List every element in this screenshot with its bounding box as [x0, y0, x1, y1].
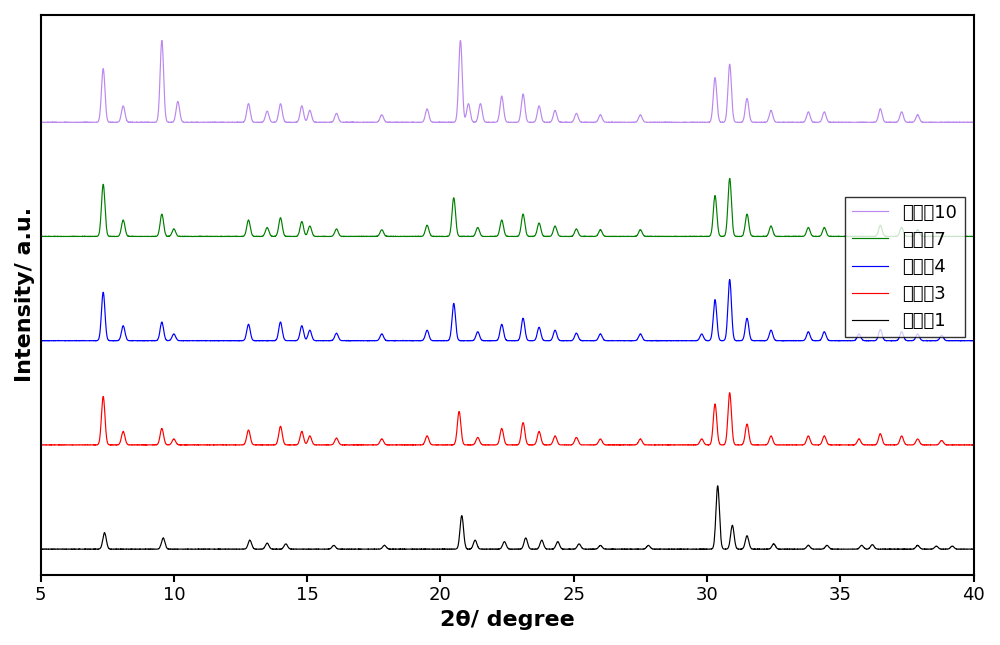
- 实施例1: [968, 545, 980, 553]
- 实施例3: [776, 441, 788, 449]
- 实施例7: [35, 233, 47, 241]
- 实施例7: [81, 233, 93, 241]
- Legend: 实施例10, 实施例7, 实施例4, 实施例3, 实施例1: 实施例10, 实施例7, 实施例4, 实施例3, 实施例1: [845, 197, 965, 337]
- 实施例10: [156, 37, 168, 45]
- 实施例10: [373, 117, 385, 125]
- Line: 实施例1: 实施例1: [41, 486, 974, 549]
- 实施例7: [776, 233, 788, 241]
- 实施例10: [727, 103, 739, 111]
- 实施例4: [587, 337, 599, 344]
- 实施例7: [587, 233, 599, 241]
- 实施例7: [627, 233, 639, 241]
- 实施例4: [35, 337, 47, 344]
- 实施例10: [776, 119, 788, 126]
- 实施例1: [627, 545, 639, 553]
- 实施例4: [372, 335, 384, 343]
- 实施例3: [968, 441, 980, 449]
- 实施例1: [776, 545, 788, 553]
- 实施例3: [587, 441, 599, 449]
- 实施例4: [727, 321, 739, 328]
- 实施例4: [627, 337, 639, 344]
- 实施例3: [726, 426, 738, 433]
- 实施例1: [712, 482, 724, 490]
- Y-axis label: Intensity/ a.u.: Intensity/ a.u.: [15, 207, 35, 382]
- 实施例3: [35, 441, 47, 449]
- 实施例3: [782, 441, 794, 449]
- 实施例7: [676, 233, 688, 241]
- Line: 实施例10: 实施例10: [41, 41, 974, 123]
- 实施例1: [372, 545, 384, 553]
- 实施例1: [81, 545, 93, 553]
- 实施例1: [587, 545, 599, 553]
- 实施例7: [968, 233, 980, 241]
- 实施例3: [724, 389, 736, 397]
- 实施例4: [776, 337, 788, 344]
- 实施例3: [372, 441, 384, 448]
- X-axis label: 2θ/ degree: 2θ/ degree: [440, 610, 574, 630]
- 实施例10: [81, 119, 93, 126]
- 实施例10: [321, 119, 333, 126]
- 实施例4: [81, 337, 93, 344]
- 实施例4: [968, 337, 980, 344]
- Line: 实施例4: 实施例4: [41, 279, 974, 341]
- 实施例1: [308, 545, 320, 553]
- 实施例3: [627, 441, 639, 449]
- 实施例7: [727, 217, 739, 225]
- 实施例4: [317, 337, 329, 344]
- 实施例4: [724, 275, 736, 283]
- 实施例1: [35, 545, 47, 553]
- 实施例10: [628, 119, 640, 126]
- 实施例7: [724, 174, 736, 182]
- 实施例10: [587, 119, 599, 126]
- 实施例10: [35, 119, 47, 126]
- 实施例7: [372, 232, 384, 239]
- 实施例1: [727, 521, 739, 529]
- Line: 实施例7: 实施例7: [41, 178, 974, 237]
- 实施例3: [81, 441, 93, 449]
- 实施例10: [968, 119, 980, 126]
- Line: 实施例3: 实施例3: [41, 393, 974, 445]
